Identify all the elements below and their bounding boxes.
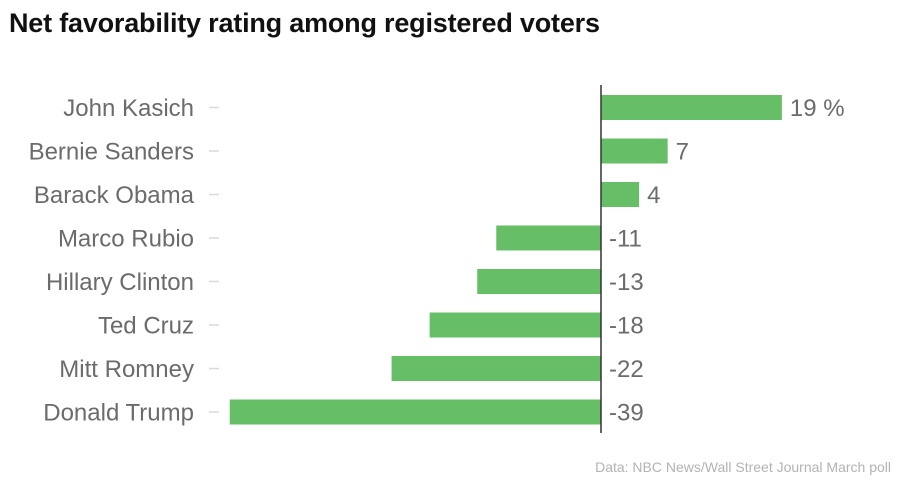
value-label: -13 [609,269,644,296]
bar-john-kasich [601,95,782,120]
value-label: 19 % [790,95,845,122]
bar-mitt-romney [391,356,601,381]
value-label: 4 [647,182,660,209]
category-label: John Kasich [63,95,194,122]
bar-barack-obama [601,182,640,207]
category-label: Donald Trump [43,400,194,427]
bar-marco-rubio [496,225,601,251]
bar-donald-trump [229,399,601,425]
source-note: Data: NBC News/Wall Street Journal March… [595,459,891,475]
category-label: Mitt Romney [59,356,194,383]
value-label: -22 [609,356,644,383]
category-label: Hillary Clinton [46,269,194,296]
category-label: Ted Cruz [98,313,194,340]
value-label: 7 [676,139,689,166]
value-label: -11 [609,226,642,253]
category-label: Bernie Sanders [29,139,194,166]
bar-hillary-clinton [477,269,601,294]
bar-ted-cruz [429,312,601,338]
value-label: -18 [609,313,644,340]
category-label: Marco Rubio [58,226,194,253]
category-label: Barack Obama [34,182,195,209]
value-label: -39 [609,400,644,427]
chart-title: Net favorability rating among registered… [9,8,600,38]
bar-bernie-sanders [601,138,668,164]
